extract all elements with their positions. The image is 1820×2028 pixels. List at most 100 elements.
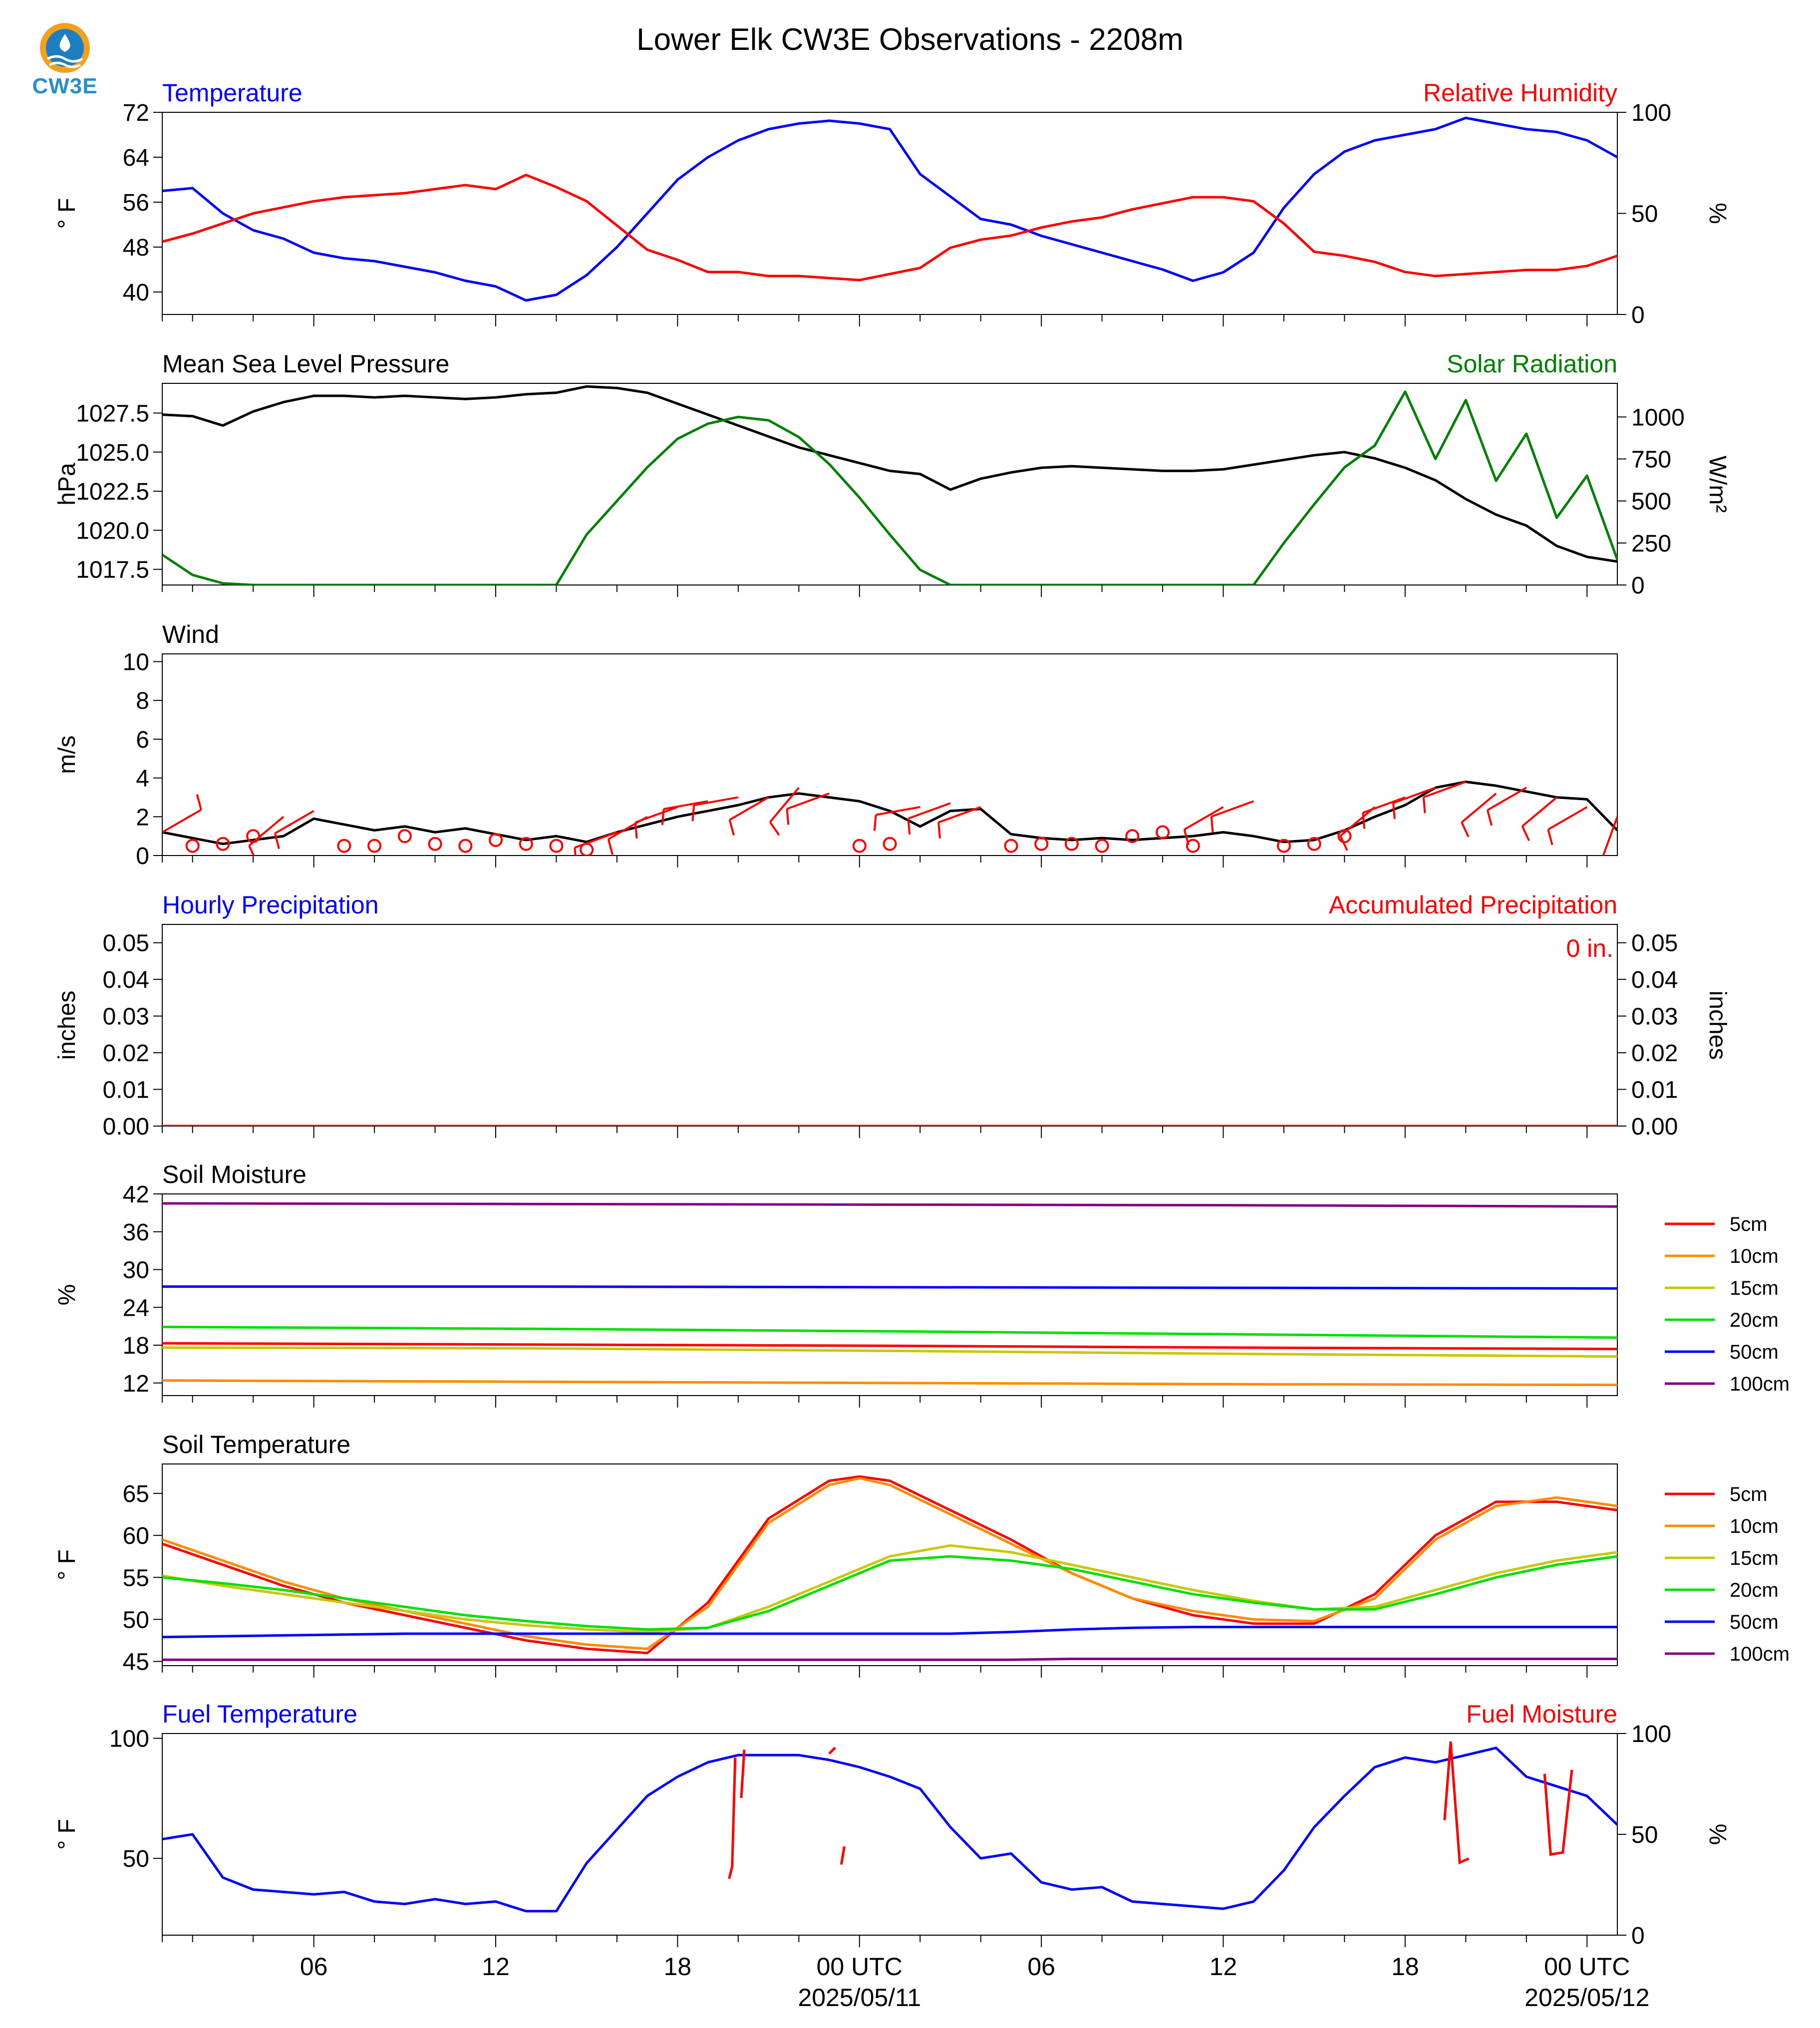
y-tick-label-right: 750 (1631, 447, 1671, 473)
panel-title-right: Solar Radiation (1447, 350, 1617, 378)
y-tick-label-right: 500 (1631, 489, 1671, 515)
y-tick-label-right: 0.05 (1631, 930, 1678, 957)
y-tick-label-right: 50 (1631, 1822, 1658, 1848)
x-tick-label: 00 UTC (1544, 1953, 1630, 1981)
legend-label: 10cm (1730, 1245, 1779, 1267)
plot-frame (162, 1193, 1618, 1396)
series-15cm (162, 1544, 1617, 1634)
y-tick-label-right: 100 (1631, 1721, 1671, 1747)
series-fuel-moisture-segment (728, 1757, 737, 1879)
y-tick-label-left: 64 (123, 145, 149, 171)
panel-soil_temp: Soil Temperature 65 60 55 50 45 ° F 5cm 10cm 15cm… (54, 1431, 1790, 1678)
legend-label: 50cm (1730, 1611, 1779, 1633)
y-tick-label-left: 60 (123, 1523, 149, 1549)
y-tick-label-left: 0.05 (103, 930, 149, 957)
y-axis-label-left: inches (54, 991, 80, 1060)
y-tick-label-left: 2 (136, 804, 149, 831)
wind-calm-marker (367, 839, 382, 853)
wind-barb-shaft (1211, 800, 1254, 818)
wind-barb-shaft (1602, 816, 1617, 856)
x-tick-label: 18 (664, 1953, 692, 1981)
y-tick-label-right: 50 (1631, 201, 1658, 228)
series-50cm (162, 1285, 1617, 1290)
y-tick-label-left: 1022.5 (76, 479, 149, 505)
wind-calm-marker (1095, 839, 1109, 853)
wind-barb-flag (196, 794, 202, 810)
wind-calm-marker (489, 833, 503, 847)
series-15cm (162, 1346, 1617, 1358)
wind-barb-shaft (876, 806, 920, 816)
y-axis-label-right: % (1704, 203, 1731, 224)
y-axis-label-left: hPa (54, 463, 80, 506)
wind-barb-flag (786, 809, 790, 825)
y-tick-label-right: 1000 (1631, 404, 1685, 431)
wind-barb-shaft (1184, 806, 1224, 831)
y-tick-label-left: 1027.5 (76, 401, 149, 427)
series-solar-radiation (162, 390, 1617, 585)
y-tick-label-right: 0 (1631, 1923, 1645, 1949)
plot-frame (162, 653, 1618, 856)
series-20cm (162, 1555, 1617, 1631)
wind-barb-shaft (769, 787, 800, 823)
y-axis-label-right: % (1704, 1824, 1731, 1845)
plot-frame (162, 924, 1618, 1127)
plot-frame (162, 112, 1618, 315)
y-tick-label-left: 0.01 (103, 1077, 149, 1104)
y-tick-label-right: 0.01 (1631, 1077, 1678, 1104)
y-tick-label-left: 18 (123, 1333, 149, 1359)
wind-barb-flag (937, 822, 941, 839)
y-tick-label-left: 24 (123, 1295, 149, 1321)
plot-frame (162, 383, 1618, 585)
wind-barb-shaft (938, 806, 981, 824)
wind-calm-marker (458, 839, 473, 853)
wind-calm-marker (216, 837, 230, 851)
panel-title-right: Relative Humidity (1423, 79, 1617, 107)
panel-temp_rh: Temperature Relative Humidity 72 64 56 48 40 10… (54, 79, 1731, 328)
legend-label: 100cm (1730, 1373, 1790, 1395)
wind-barb-flag (691, 805, 695, 822)
y-tick-label-right: 0.02 (1631, 1040, 1678, 1067)
panel-title-left: Hourly Precipitation (162, 891, 379, 919)
x-date-label: 2025/05/12 (1524, 1984, 1649, 2012)
y-tick-label-left: 0.03 (103, 1004, 149, 1030)
wind-calm-marker (549, 839, 564, 853)
panel-title-left: Soil Moisture (162, 1160, 306, 1188)
plot-frame (162, 1463, 1618, 1666)
wind-barb-flag (873, 815, 877, 831)
panel-title-right: Accumulated Precipitation (1329, 891, 1617, 919)
wind-barb-shaft (786, 792, 830, 810)
y-tick-label-left: 12 (123, 1371, 149, 1397)
wind-barb-shaft (274, 810, 314, 835)
y-axis-label-right: inches (1704, 991, 1731, 1060)
wind-barb-shaft (162, 809, 202, 834)
wind-barb-shaft (1339, 806, 1376, 837)
wind-calm-marker (1125, 829, 1140, 844)
series-wind-speed (162, 780, 1617, 846)
y-tick-label-left: 8 (136, 688, 149, 714)
wind-barb-shaft (1547, 806, 1588, 831)
series-temperature (162, 116, 1617, 302)
wind-barb-flag (1392, 803, 1396, 819)
wind-barb-flag (728, 819, 735, 836)
wind-barb-flag (574, 847, 577, 856)
x-date-label: 2025/05/11 (798, 1984, 921, 2012)
legend-label: 5cm (1730, 1483, 1768, 1505)
wind-calm-marker (1004, 839, 1018, 853)
panel-title-right: Fuel Moisture (1466, 1700, 1617, 1728)
y-tick-label-left: 36 (123, 1219, 149, 1246)
wind-barb-flag (1602, 859, 1615, 868)
wind-calm-marker (1156, 825, 1170, 840)
wind-calm-marker (397, 829, 412, 844)
series-relative-humidity (162, 174, 1617, 282)
y-tick-label-right: 250 (1631, 531, 1671, 557)
panel-title-left: Mean Sea Level Pressure (162, 350, 449, 378)
y-tick-label-left: 50 (123, 1607, 149, 1633)
y-tick-label-left: 45 (123, 1649, 149, 1676)
wind-barb-shaft (1423, 781, 1467, 799)
series-50cm (162, 1626, 1617, 1639)
y-tick-label-left: 0.04 (103, 967, 149, 993)
wind-calm-marker (1276, 839, 1291, 853)
wind-barb-flag (1461, 822, 1470, 838)
y-tick-label-left: 0 (136, 843, 149, 869)
